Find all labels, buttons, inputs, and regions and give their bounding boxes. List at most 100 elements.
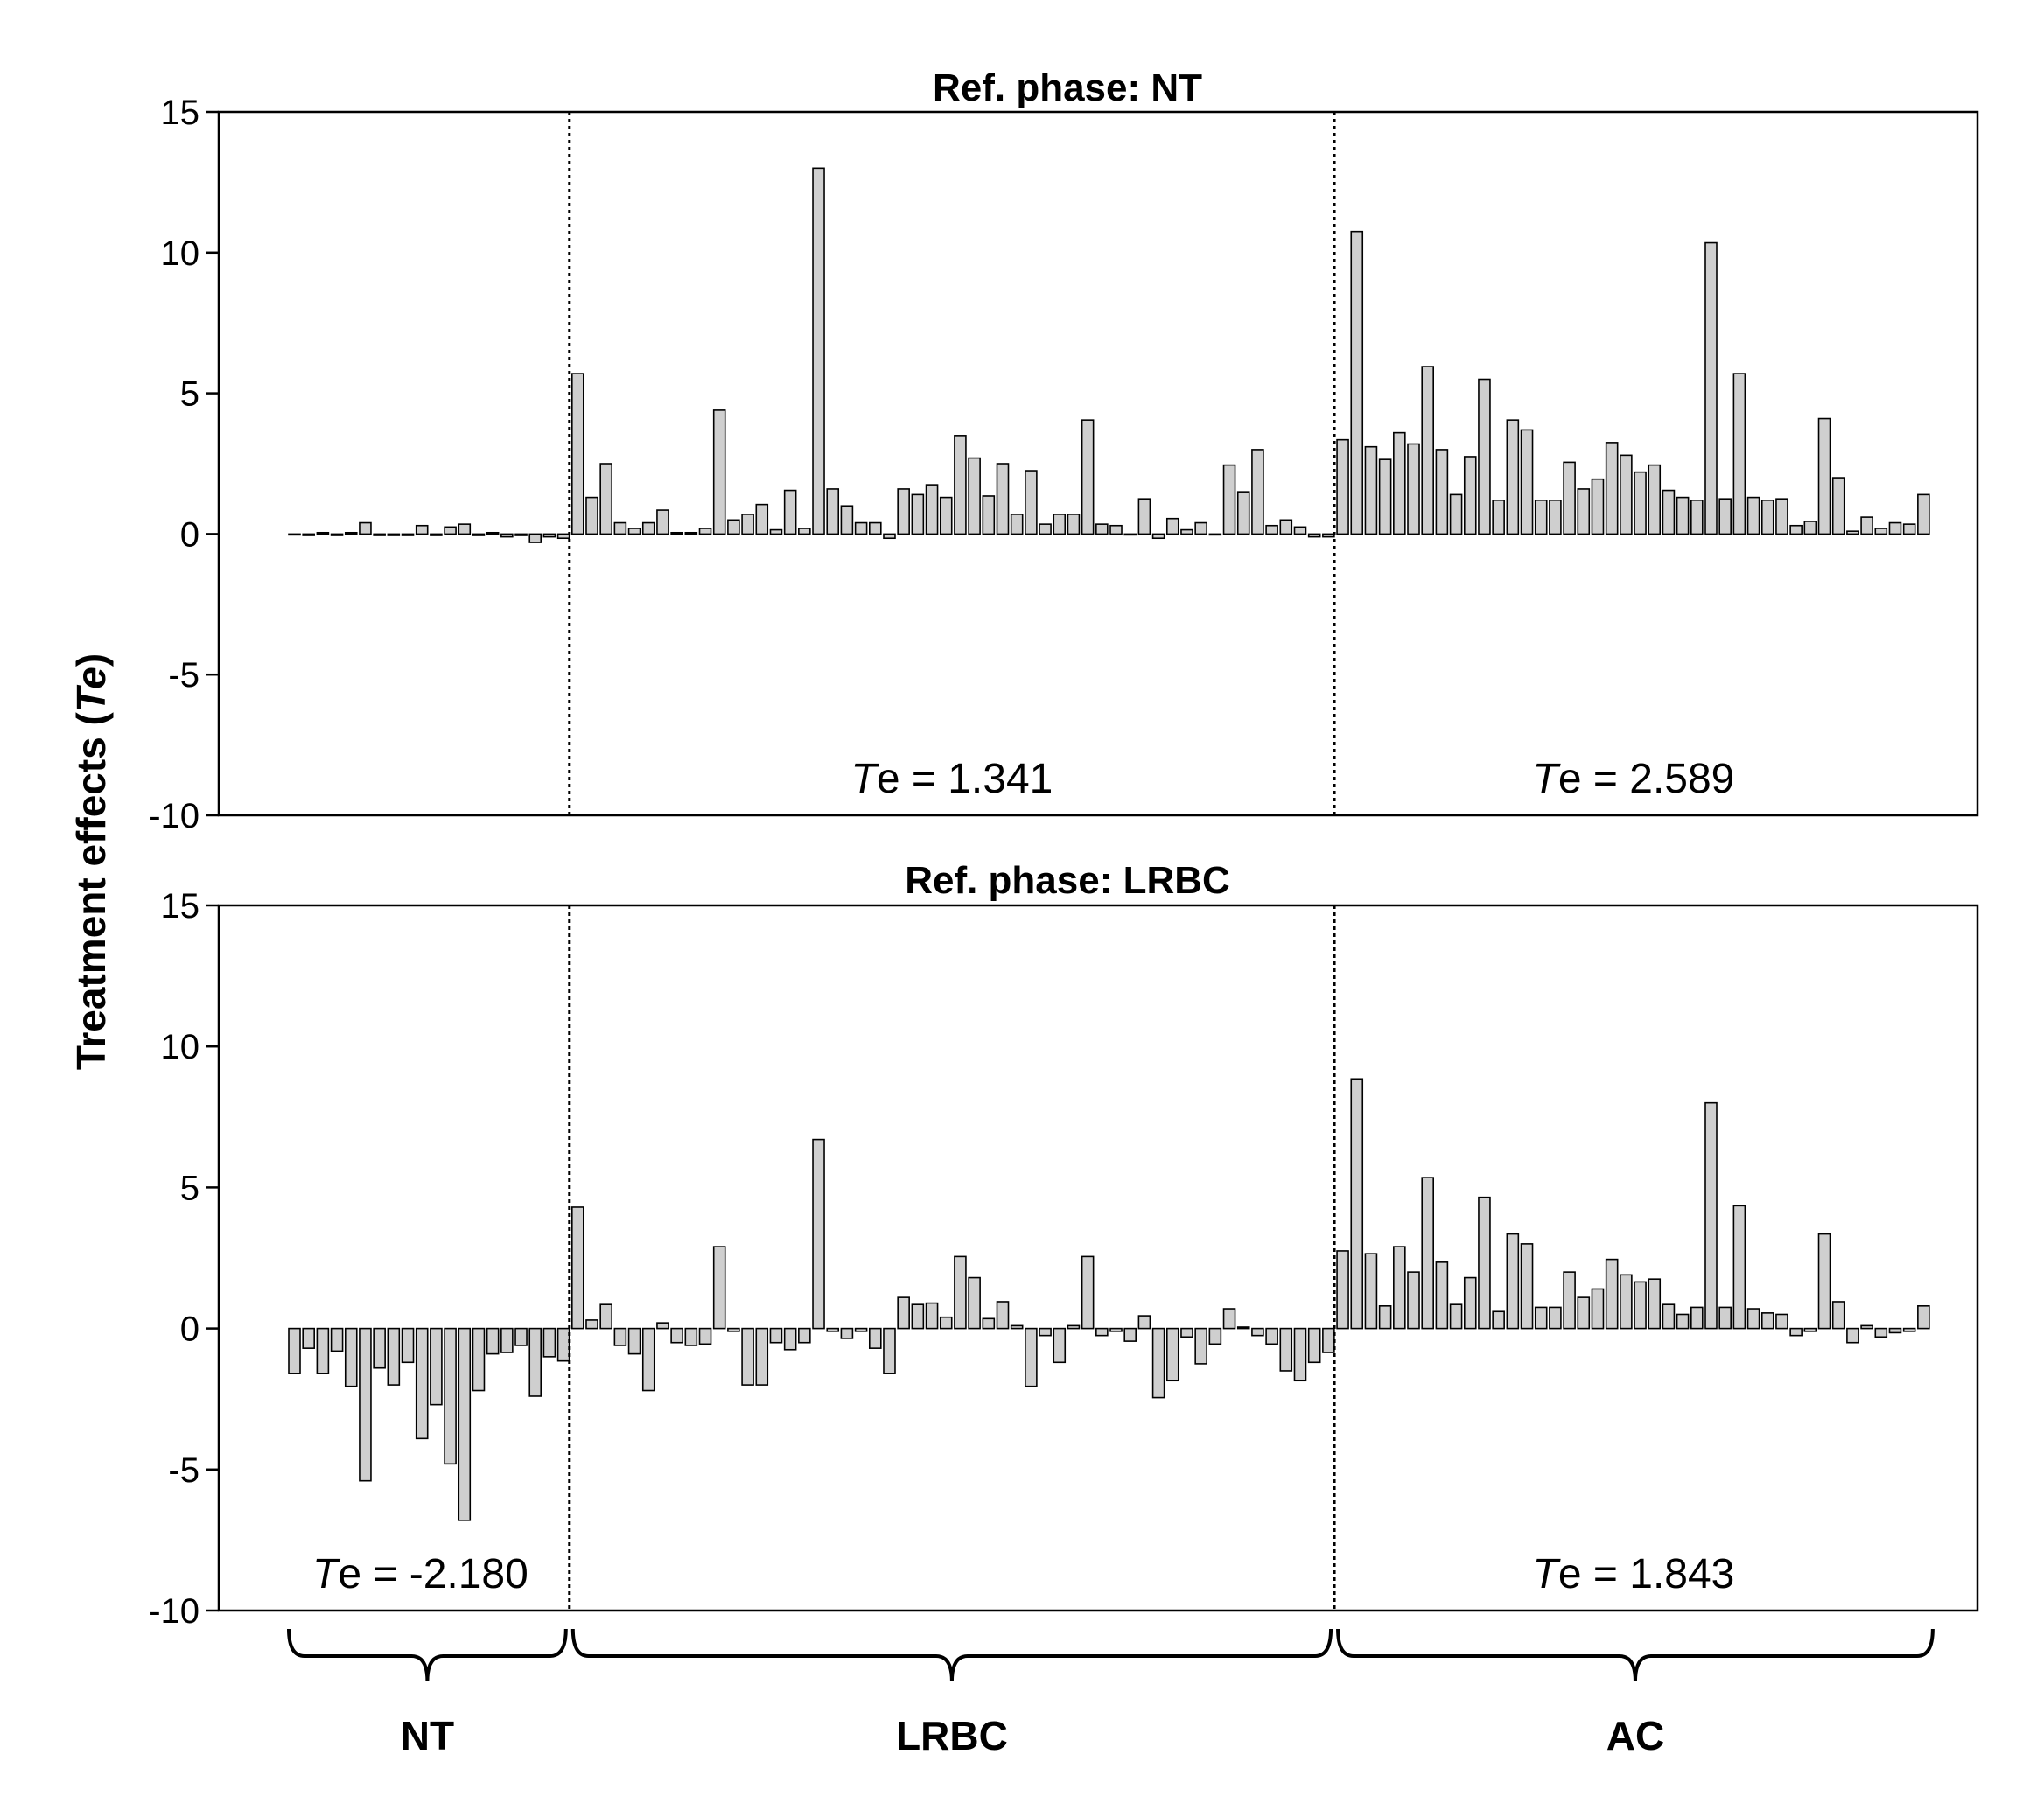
bar-ac (1534, 500, 1548, 535)
bar-lrbc (982, 1317, 996, 1330)
bar-lrbc (1138, 498, 1152, 535)
bar-ac (1676, 1313, 1690, 1330)
bar-ac (1591, 478, 1605, 535)
bar-lrbc (897, 1296, 910, 1330)
bar-ac (1378, 1305, 1392, 1330)
panel-top-title: Ref. phase: NT (933, 66, 1202, 109)
bar-lrbc (1279, 519, 1293, 535)
bar-ac (1435, 449, 1449, 535)
bar-lrbc (570, 373, 584, 535)
bar-ac (1421, 1177, 1434, 1330)
bar-nt (458, 1327, 472, 1521)
bar-lrbc (1307, 533, 1321, 538)
bar-ac (1789, 524, 1802, 535)
bar-lrbc (1180, 528, 1194, 535)
bar-ac (1577, 1296, 1591, 1330)
bar-lrbc (1110, 524, 1123, 535)
bar-lrbc (1236, 491, 1250, 535)
bar-lrbc (769, 1327, 783, 1344)
bar-ac (1492, 1310, 1505, 1330)
bar-ac (1648, 464, 1662, 535)
bar-nt (387, 533, 401, 536)
bar-ac (1690, 1306, 1704, 1330)
bar-ac (1350, 230, 1364, 535)
bar-lrbc (1096, 1327, 1109, 1337)
bar-lrbc (599, 463, 612, 535)
bar-ac (1917, 1305, 1930, 1330)
bar-lrbc (883, 533, 896, 540)
bar-ac (1336, 438, 1349, 535)
bar-lrbc (585, 1319, 598, 1330)
bar-ac (1888, 521, 1902, 535)
bar-lrbc (727, 519, 740, 535)
bar-nt (302, 533, 315, 536)
bar-ac (1760, 1312, 1774, 1330)
bar-ac (1378, 458, 1392, 535)
y-tick-label: -10 (149, 797, 200, 835)
bar-ac (1520, 429, 1534, 535)
bar-nt (430, 1327, 443, 1406)
bar-nt (500, 1327, 514, 1353)
bar-lrbc (627, 528, 641, 535)
bar-lrbc (883, 1327, 896, 1374)
bar-lrbc (613, 1327, 627, 1346)
bar-lrbc (1208, 1327, 1222, 1345)
bar-lrbc (585, 496, 598, 535)
bar-ac (1364, 1253, 1378, 1330)
bar-lrbc (911, 1303, 925, 1330)
bar-lrbc (684, 1327, 698, 1346)
bar-lrbc (1251, 449, 1264, 535)
bar-lrbc (1039, 523, 1052, 535)
y-tick-label: -5 (168, 1451, 200, 1490)
bar-ac (1478, 378, 1491, 535)
y-tick-label: 5 (180, 375, 200, 414)
bar-ac (1817, 1233, 1831, 1330)
bar-ac (1393, 431, 1406, 535)
bar-lrbc (1180, 1327, 1194, 1338)
bar-ac (1634, 471, 1647, 535)
bar-ac (1718, 1306, 1732, 1330)
te-label-ac: Te = 2.589 (1533, 756, 1735, 802)
bar-ac (1831, 1301, 1845, 1330)
bar-nt (316, 531, 330, 535)
bar-lrbc (1222, 464, 1236, 535)
bar-ac (1860, 516, 1873, 535)
bar-ac (1874, 1327, 1888, 1338)
bar-ac (1549, 500, 1562, 535)
panel-bottom-frame (217, 904, 1979, 1612)
bar-nt (359, 521, 372, 535)
bar-ac (1860, 1324, 1873, 1330)
bar-lrbc (755, 503, 769, 535)
bar-lrbc (1322, 1327, 1335, 1353)
bar-lrbc (982, 495, 996, 535)
bar-lrbc (698, 1327, 712, 1345)
bar-ac (1421, 366, 1434, 535)
bar-ac (1803, 521, 1817, 535)
bar-lrbc (854, 1327, 868, 1332)
bar-lrbc (1110, 1327, 1123, 1332)
bar-ac (1393, 1246, 1406, 1330)
bar-ac (1549, 1306, 1562, 1330)
bar-lrbc (798, 528, 811, 535)
group-label-ac: AC (1606, 1713, 1664, 1758)
bar-ac (1704, 241, 1718, 535)
bar-lrbc (1067, 1324, 1081, 1330)
group-bracket-ac (1336, 1628, 1935, 1682)
bar-nt (430, 533, 443, 536)
bar-ac (1902, 523, 1916, 535)
bar-lrbc (1293, 1327, 1307, 1382)
bar-lrbc (868, 521, 882, 535)
bar-lrbc (656, 1322, 669, 1330)
bar-lrbc (1166, 517, 1180, 535)
bar-nt (500, 533, 514, 538)
bar-lrbc (1124, 533, 1138, 536)
bar-ac (1789, 1327, 1802, 1337)
bar-ac (1350, 1078, 1364, 1330)
bar-lrbc (1322, 533, 1335, 538)
panel-bottom-y-axis: 15 10 5 0 -5 -10 (149, 887, 219, 1631)
bar-nt (472, 1327, 486, 1392)
bar-ac (1846, 1327, 1859, 1344)
y-tick-label: 15 (161, 94, 200, 132)
bar-lrbc (1307, 1327, 1321, 1364)
